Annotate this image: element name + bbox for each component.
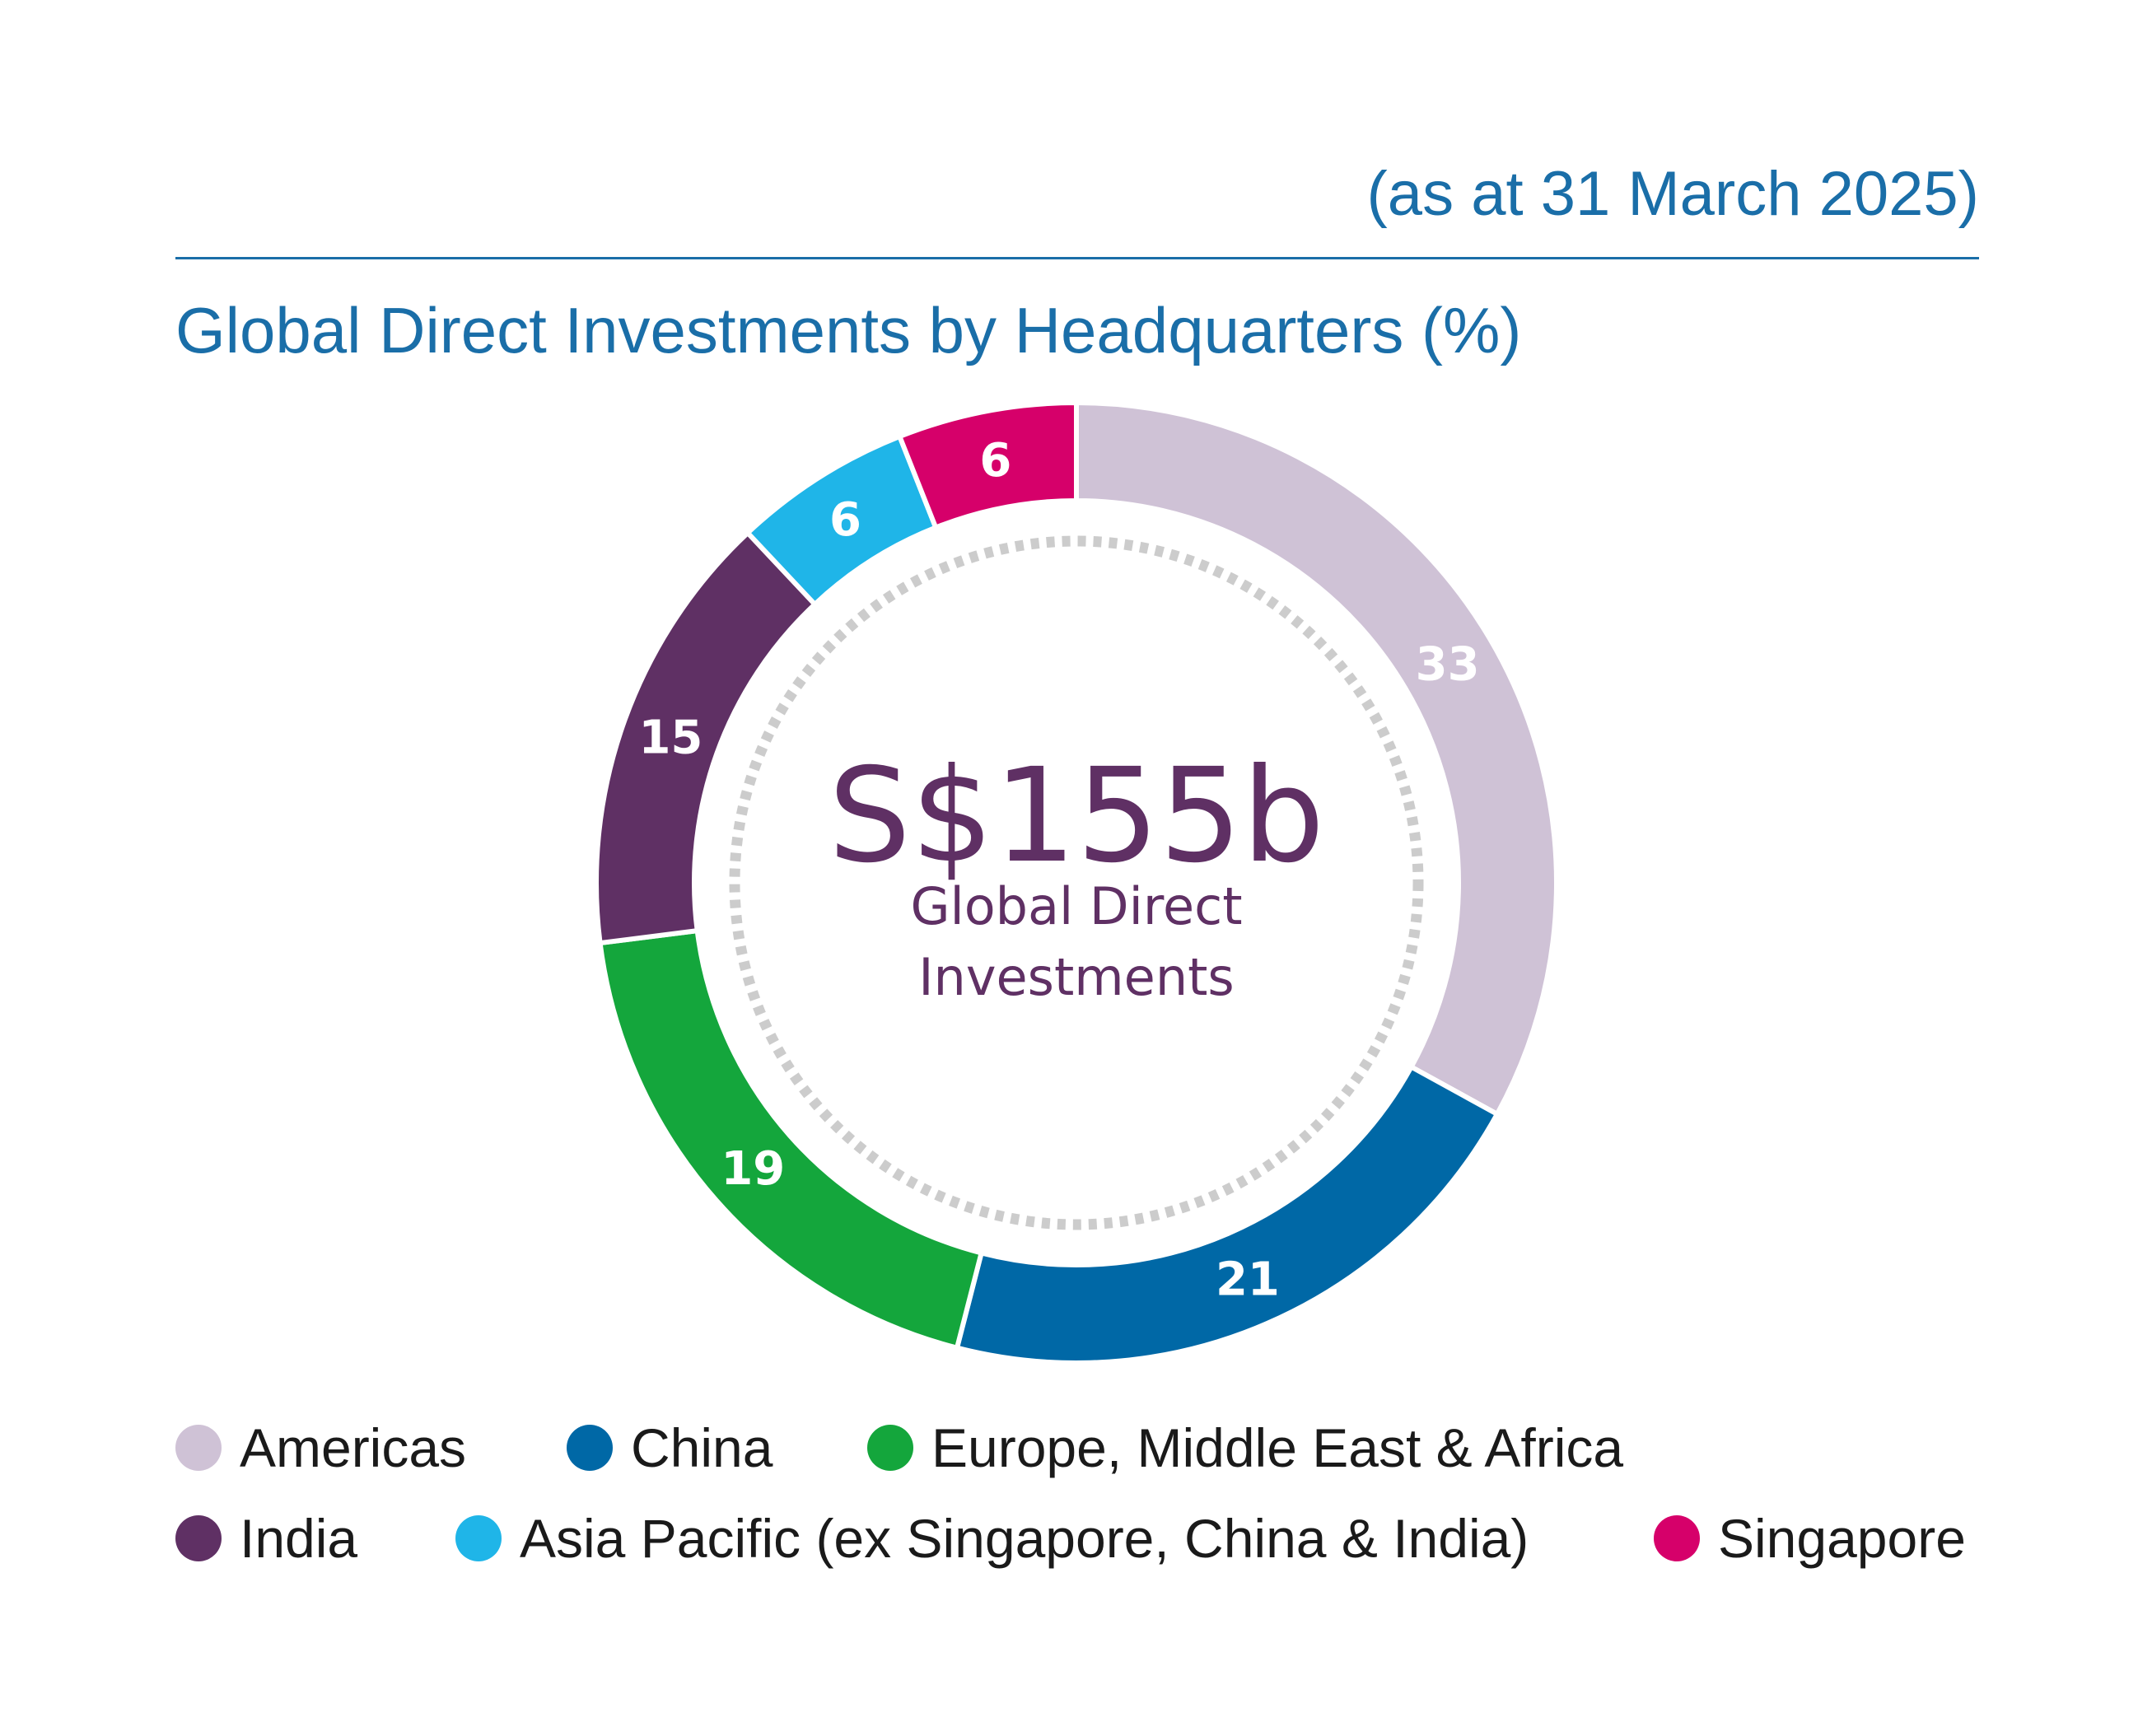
slice-labels: 33 21 19 15 6 6	[638, 434, 1479, 1307]
slice-value-label-0: 33	[1416, 638, 1480, 692]
legend-label: Americas	[240, 1417, 467, 1478]
legend-item-singapore: Singapore	[1654, 1507, 1966, 1570]
legend-item-india: India	[175, 1507, 357, 1570]
donut-slice-1	[954, 1063, 1501, 1365]
legend-item-americas: Americas	[175, 1416, 466, 1479]
center-total-value: S$155b	[829, 740, 1325, 892]
legend-dot-china	[567, 1425, 613, 1471]
legend-item-china: China	[567, 1416, 773, 1479]
legend-label: Europe, Middle East & Africa	[931, 1417, 1624, 1478]
donut-slice-0	[1074, 399, 1559, 1118]
header-divider	[175, 257, 1979, 259]
slice-value-label-5: 6	[979, 434, 1011, 488]
donut-slices	[594, 399, 1559, 1365]
donut-slice-5	[896, 399, 1079, 531]
legend-label: China	[631, 1417, 773, 1478]
slice-value-label-1: 21	[1216, 1253, 1280, 1306]
slice-value-label-4: 6	[829, 493, 861, 547]
legend-dot-singapore	[1654, 1515, 1700, 1561]
as-at-date: (as at 31 March 2025)	[1366, 159, 1980, 229]
donut-slice-3	[594, 529, 819, 946]
center-label-line2: Investments	[918, 947, 1234, 1007]
slice-value-label-2: 19	[721, 1142, 785, 1196]
legend-dot-asia-pacific	[455, 1515, 502, 1561]
legend-label: Singapore	[1718, 1508, 1966, 1569]
legend-item-asia-pacific: Asia Pacific (ex Singapore, China & Indi…	[455, 1507, 1529, 1570]
legend-dot-americas	[175, 1425, 222, 1471]
chart-title: Global Direct Investments by Headquarter…	[175, 294, 1522, 366]
legend-label: Asia Pacific (ex Singapore, China & Indi…	[520, 1508, 1529, 1569]
legend-dot-india	[175, 1515, 222, 1561]
legend-item-emea: Europe, Middle East & Africa	[867, 1416, 1623, 1479]
slice-value-label-3: 15	[638, 712, 703, 765]
inner-dashed-ring	[729, 535, 1424, 1230]
center-label-line1: Global Direct	[910, 876, 1242, 936]
legend-label: India	[240, 1508, 358, 1569]
legend-dot-emea	[867, 1425, 913, 1471]
